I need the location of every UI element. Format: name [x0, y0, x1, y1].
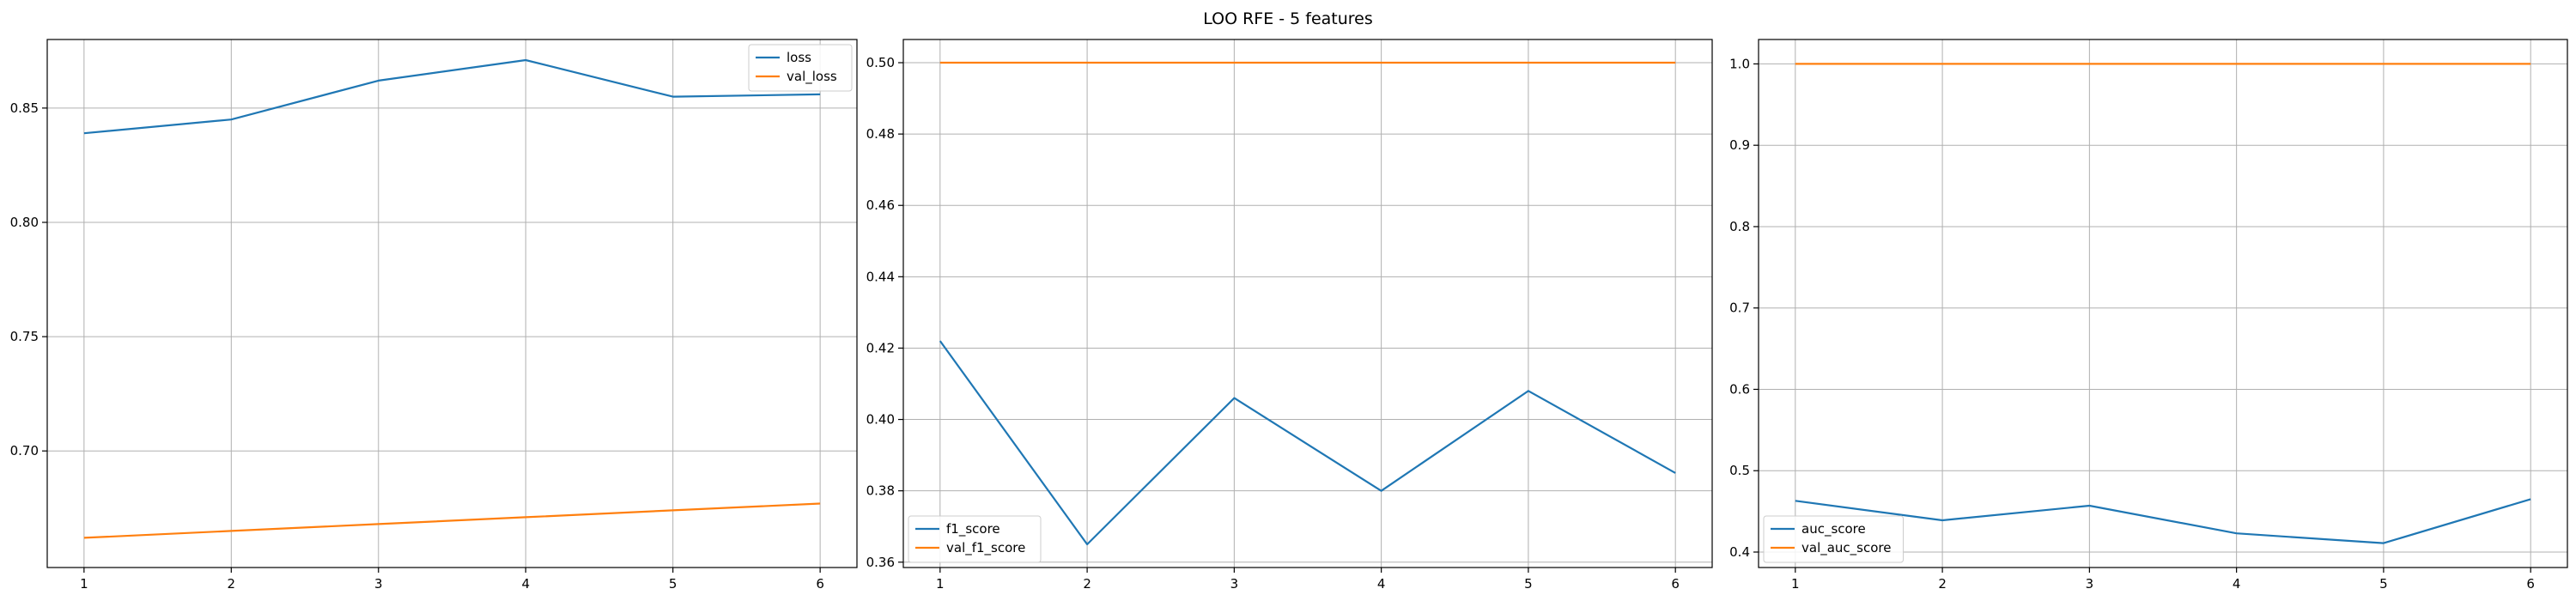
chart-3-x-tick-label: 3	[2086, 576, 2094, 592]
chart-2-y-tick-label: 0.44	[866, 269, 895, 284]
chart-2-y-tick-label: 0.50	[866, 55, 895, 70]
chart-1-series-line-loss	[83, 58, 821, 135]
chart-1-y-tick-label: 0.85	[10, 100, 39, 116]
chart-1-y-tick-label: 0.80	[10, 215, 39, 230]
chart-3-y-tick-label: 0.9	[1729, 137, 1750, 153]
chart-2-y-tick-label: 0.40	[866, 412, 895, 428]
chart-1-y-tick-label: 0.75	[10, 329, 39, 344]
chart-2-series-line-f1_score	[939, 340, 1676, 546]
chart-3-x-tick-label: 2	[1938, 576, 1947, 592]
chart-2-x-tick-label: 2	[1083, 576, 1091, 592]
chart-3-legend-label-val_auc_score: val_auc_score	[1801, 540, 1892, 556]
chart-3-y-tick-label: 0.4	[1729, 544, 1750, 560]
chart-1-x-tick-label: 3	[374, 576, 383, 592]
chart-1-legend: loss val_loss	[748, 44, 853, 92]
chart-1-axes-frame	[46, 39, 858, 568]
chart-2-y-tick-label: 0.48	[866, 126, 895, 142]
chart-2-x-tick-label: 6	[1671, 576, 1680, 592]
chart-1: 1 2 3 4 5 6 0.70 0.75 0.80 0.85 loss val_loss	[10, 39, 858, 592]
chart-3-y-tick-label: 1.0	[1729, 56, 1750, 71]
chart-3-x-tick-label: 5	[2379, 576, 2388, 592]
chart-2: 1 2 3 4 5 6 0.36 0.38 0.40 0.42 0.44 0.46 0.48 0.50 f1…	[866, 39, 1713, 592]
chart-1-legend-label-val_loss: val_loss	[787, 69, 837, 85]
chart-3-y-tick-label: 0.8	[1729, 219, 1750, 234]
chart-2-y-tick-label: 0.38	[866, 483, 895, 499]
chart-2-axes-frame	[902, 39, 1713, 568]
chart-3-x-tick-label: 6	[2526, 576, 2535, 592]
chart-2-legend: f1_score val_f1_score	[908, 515, 1042, 563]
chart-1-x-tick-label: 2	[228, 576, 236, 592]
figure-title: LOO RFE - 5 features	[1203, 9, 1373, 28]
chart-2-x-tick-label: 5	[1524, 576, 1533, 592]
chart-1-x-tick-label: 5	[669, 576, 677, 592]
chart-3-legend: auc_score val_auc_score	[1763, 515, 1904, 563]
chart-2-legend-label-f1_score: f1_score	[946, 521, 1000, 537]
chart-2-y-tick-label: 0.42	[866, 340, 895, 355]
chart-2-legend-label-val_f1_score: val_f1_score	[946, 540, 1025, 556]
chart-2-x-tick-label: 3	[1230, 576, 1239, 592]
chart-1-legend-label-loss: loss	[787, 50, 811, 65]
chart-1-x-tick-label: 6	[816, 576, 824, 592]
chart-3-axes-frame	[1758, 39, 2568, 568]
chart-1-x-tick-label: 4	[521, 576, 530, 592]
chart-3-y-tick-label: 0.6	[1729, 381, 1750, 397]
chart-3-series-line-auc_score	[1795, 498, 2531, 544]
chart-1-x-tick-label: 1	[80, 576, 88, 592]
chart-2-legend-box	[908, 515, 1042, 563]
chart-3-legend-box	[1763, 515, 1904, 563]
chart-1-y-tick-label: 0.70	[10, 443, 39, 458]
chart-3-x-tick-label: 1	[1791, 576, 1800, 592]
chart-2-x-tick-label: 4	[1377, 576, 1386, 592]
chart-3-legend-label-auc_score: auc_score	[1801, 521, 1866, 537]
chart-2-y-tick-label: 0.36	[866, 555, 895, 570]
chart-3-y-tick-label: 0.5	[1729, 463, 1750, 478]
chart-1-legend-box	[748, 44, 853, 92]
chart-3: 1 2 3 4 5 6 0.4 0.5 0.6 0.7 0.8 0.9 1.0 auc_score val_…	[1729, 39, 2568, 592]
chart-2-y-tick-label: 0.46	[866, 197, 895, 213]
chart-1-series-line-val_loss	[83, 502, 821, 539]
chart-2-x-tick-label: 1	[936, 576, 945, 592]
chart-3-x-tick-label: 4	[2233, 576, 2241, 592]
chart-3-y-tick-label: 0.7	[1729, 300, 1750, 316]
